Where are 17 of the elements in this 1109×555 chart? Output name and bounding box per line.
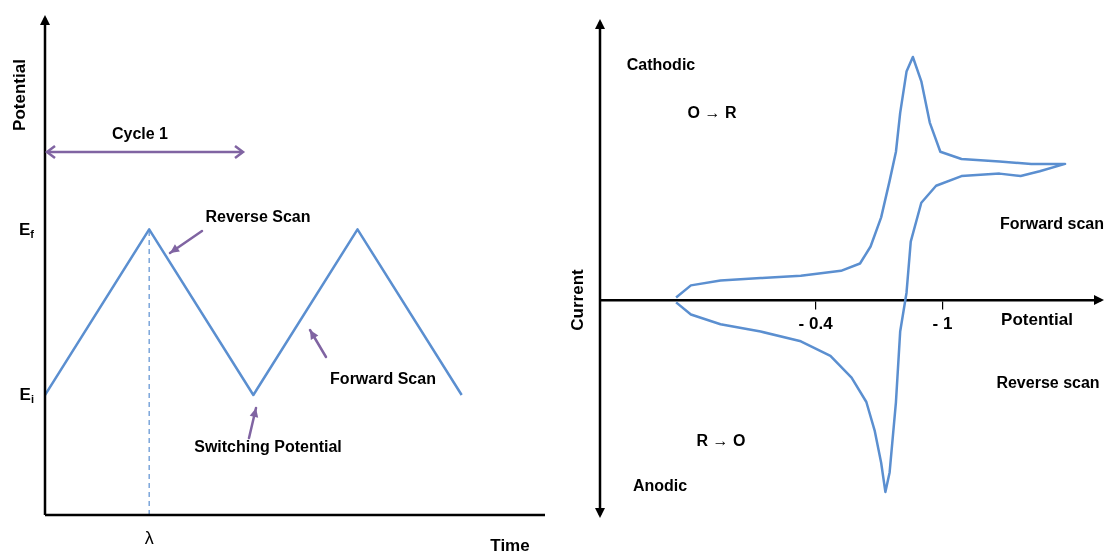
annotation: Cathodic [626,56,696,74]
text: Cycle 1 [111,125,169,143]
annotation: Forward scan [999,215,1105,233]
text: λ [144,527,154,548]
y-axis-title: Potential [9,59,29,131]
x-tick-label: - 0.4 [798,313,834,333]
annotation: Anodic [632,477,688,495]
text: Reverse Scan [205,208,311,226]
x-axis-title: Potential [1001,309,1073,329]
annotation: Switching Potential [194,438,342,456]
annotation: O → R [687,104,737,122]
y-axis-title: Current [567,268,587,331]
annotation: Reverse scan [996,374,1100,392]
x-axis-title: Time [490,535,530,555]
x-tick-label: - 1 [932,313,953,333]
annotation: Forward Scan [330,370,436,388]
annotation: R → O [696,432,746,450]
